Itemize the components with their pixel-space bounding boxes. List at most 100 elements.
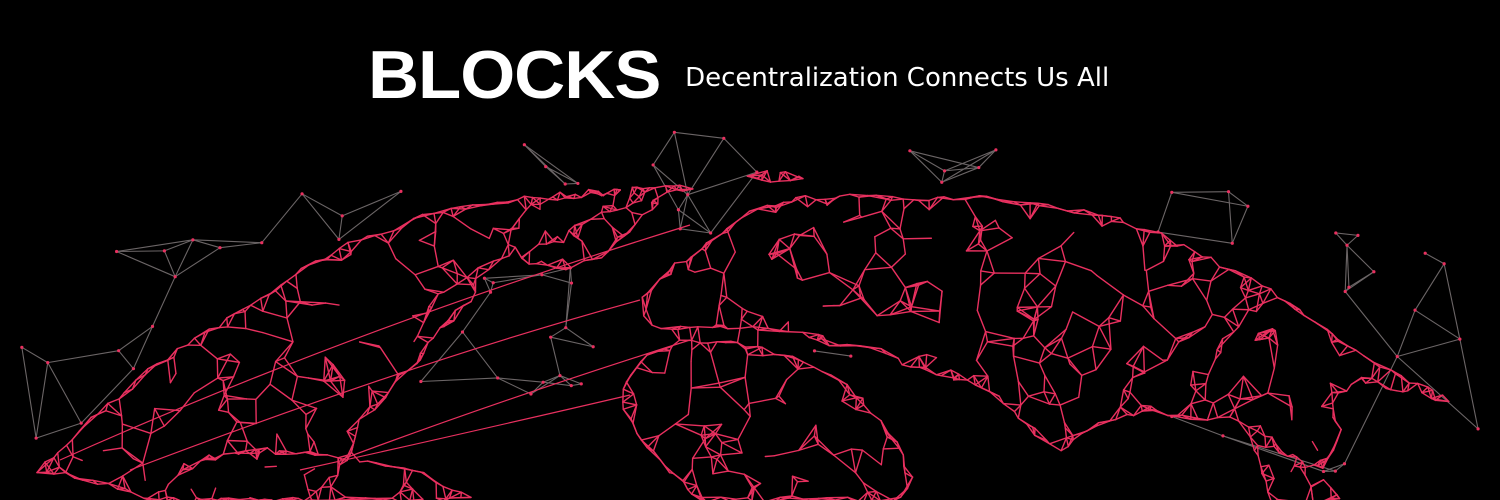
- network-link: [523, 195, 532, 206]
- network-link: [679, 228, 712, 234]
- network-link: [1424, 252, 1445, 265]
- network-link: [976, 284, 982, 312]
- network-link: [622, 404, 638, 410]
- network-link: [118, 398, 123, 417]
- network-link: [651, 324, 662, 330]
- network-link: [262, 310, 288, 319]
- network-link: [304, 496, 311, 500]
- network-link: [1254, 328, 1274, 341]
- network-link: [1214, 348, 1218, 360]
- network-link: [411, 488, 415, 500]
- network-link: [208, 454, 216, 460]
- network-link: [418, 230, 437, 242]
- network-link: [320, 476, 330, 488]
- connection-arcs: [59, 224, 691, 471]
- network-link: [1204, 382, 1207, 401]
- network-link: [890, 266, 907, 289]
- network-link: [1110, 220, 1125, 224]
- network-link: [1377, 369, 1392, 383]
- network-link: [1167, 284, 1183, 287]
- network-link: [433, 245, 439, 268]
- network-link: [1396, 355, 1479, 430]
- network-link: [1140, 404, 1152, 407]
- network-link: [307, 488, 317, 493]
- network-link: [1145, 260, 1165, 272]
- network-link: [875, 490, 894, 500]
- network-link: [409, 488, 414, 500]
- network-link: [374, 396, 387, 411]
- network-link: [625, 206, 633, 214]
- network-link: [1262, 296, 1279, 305]
- network-link: [1119, 397, 1129, 408]
- network-link: [547, 198, 559, 201]
- network-link: [909, 150, 943, 183]
- network-link: [442, 207, 452, 214]
- network-link: [1400, 375, 1410, 384]
- network-link: [1023, 273, 1041, 289]
- network-link: [469, 227, 490, 240]
- network-link: [492, 227, 512, 231]
- network-link: [1229, 416, 1240, 422]
- network-link: [1205, 280, 1212, 302]
- network-link: [1110, 215, 1121, 219]
- network-link: [309, 490, 317, 498]
- network-link: [437, 259, 455, 268]
- network-link: [816, 339, 830, 347]
- network-link: [387, 226, 404, 244]
- network-link: [688, 326, 699, 329]
- network-link: [452, 206, 462, 218]
- network-link: [1338, 349, 1357, 357]
- network-link: [1231, 205, 1249, 244]
- network-link: [437, 291, 445, 295]
- network-link: [497, 377, 544, 383]
- network-link: [1329, 382, 1348, 392]
- network-link: [500, 255, 510, 260]
- network-link: [1379, 366, 1392, 371]
- network-link: [431, 478, 444, 488]
- network-link: [881, 199, 892, 213]
- network-link: [1017, 404, 1022, 419]
- network-link: [1191, 272, 1195, 280]
- network-link: [1012, 355, 1041, 364]
- network-link: [716, 458, 730, 472]
- network-link: [1043, 391, 1051, 405]
- network-link: [1175, 331, 1194, 340]
- network-link: [600, 205, 604, 213]
- network-link: [1377, 366, 1381, 383]
- network-link: [854, 472, 864, 484]
- network-link: [683, 481, 698, 487]
- network-link: [975, 341, 989, 362]
- network-link: [1067, 345, 1094, 359]
- network-link: [1210, 268, 1230, 282]
- network-link: [403, 467, 414, 472]
- network-link: [328, 476, 332, 488]
- network-link: [1237, 420, 1250, 428]
- network-link: [815, 424, 819, 445]
- network-link: [219, 242, 263, 249]
- network-link: [1091, 345, 1112, 350]
- network-link: [1371, 361, 1376, 379]
- network-link: [880, 448, 884, 466]
- network-link: [1414, 309, 1461, 340]
- network-link: [774, 395, 780, 400]
- network-link: [752, 325, 769, 330]
- network-link: [697, 326, 701, 344]
- network-link: [285, 300, 288, 319]
- network-link: [1267, 367, 1276, 394]
- network-link: [323, 380, 344, 398]
- network-link: [679, 194, 689, 230]
- network-link: [514, 246, 523, 260]
- network-link: [868, 346, 887, 355]
- network-link: [218, 317, 228, 329]
- network-link: [1131, 372, 1146, 379]
- network-link: [866, 491, 873, 500]
- network-link: [1178, 336, 1190, 343]
- network-link: [1059, 396, 1080, 406]
- network-link: [1274, 443, 1283, 453]
- network-link: [778, 171, 787, 182]
- network-link: [177, 467, 194, 476]
- network-link: [710, 456, 714, 475]
- network-link: [1210, 256, 1221, 268]
- network-link: [980, 375, 989, 389]
- network-link: [1002, 402, 1022, 406]
